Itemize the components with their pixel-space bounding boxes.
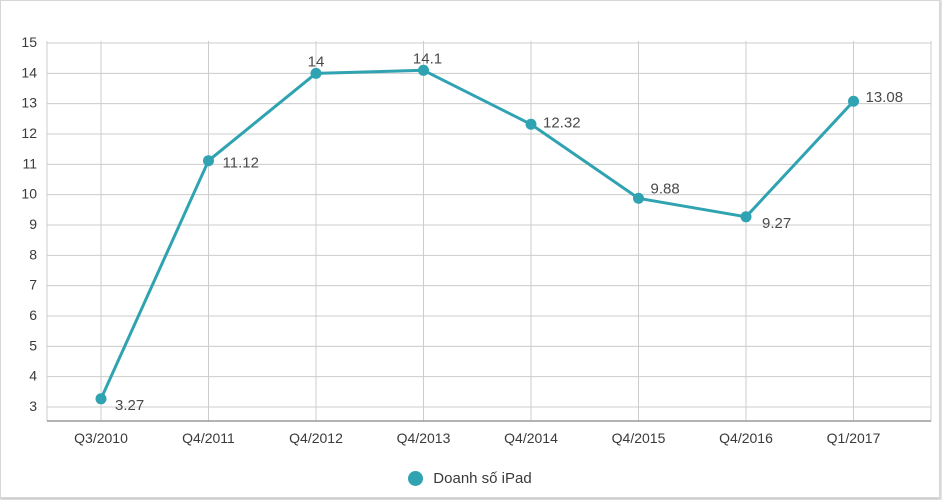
y-tick-label: 5	[29, 337, 37, 353]
data-point-label: 12.32	[543, 114, 581, 131]
data-point[interactable]	[203, 155, 214, 167]
data-point[interactable]	[418, 64, 429, 76]
y-tick-label: 14	[21, 64, 37, 80]
y-tick-label: 7	[29, 277, 37, 293]
data-point-label: 9.27	[762, 215, 791, 232]
y-tick-label: 3	[29, 398, 37, 414]
data-point-label: 3.27	[115, 397, 144, 414]
x-tick-label: Q4/2012	[289, 430, 343, 446]
series-line	[99, 68, 855, 401]
x-tick-label: Q4/2011	[182, 430, 235, 446]
data-point[interactable]	[633, 192, 644, 204]
x-tick-label: Q4/2014	[504, 430, 558, 446]
line-chart: 3 4 5 6 7 8 9 10 11 12 13 14 15 Q3/2010 Q4/2011 Q4/2012…	[1, 9, 939, 459]
x-tick-label: Q4/2015	[612, 430, 666, 446]
y-tick-label: 12	[21, 125, 37, 141]
x-tick-label: Q4/2016	[719, 430, 773, 446]
y-tick-label: 11	[22, 155, 37, 171]
data-point-label: 9.88	[651, 180, 680, 197]
y-tick-label: 4	[29, 368, 37, 384]
legend-series-label: Doanh số iPad	[433, 470, 532, 487]
data-point[interactable]	[525, 118, 537, 130]
data-point-label: 13.08	[866, 89, 904, 106]
legend-series-dot-icon	[408, 471, 424, 486]
y-tick-label: 9	[29, 216, 37, 232]
ipad-sales-line-chart: 3 4 5 6 7 8 9 10 11 12 13 14 15 Q3/2010 Q4/2011 Q4/2012…	[21, 34, 932, 446]
data-point-label: 11.12	[223, 155, 259, 172]
y-tick-label: 15	[21, 34, 37, 50]
chart-legend[interactable]: Doanh số iPad	[1, 470, 939, 487]
x-tick-label: Q3/2010	[74, 430, 128, 446]
y-tick-label: 6	[29, 307, 37, 323]
y-tick-label: 8	[29, 246, 37, 262]
y-tick-label: 10	[21, 186, 37, 202]
x-tick-label: Q1/2017	[827, 430, 881, 446]
data-point[interactable]	[848, 95, 859, 107]
data-point-label: 14	[308, 53, 325, 70]
x-tick-label: Q4/2013	[397, 430, 451, 446]
data-point[interactable]	[95, 393, 107, 405]
data-point[interactable]	[740, 211, 752, 223]
y-tick-label: 13	[21, 95, 37, 111]
data-point[interactable]	[310, 67, 322, 79]
data-point-label: 14.1	[413, 50, 442, 67]
